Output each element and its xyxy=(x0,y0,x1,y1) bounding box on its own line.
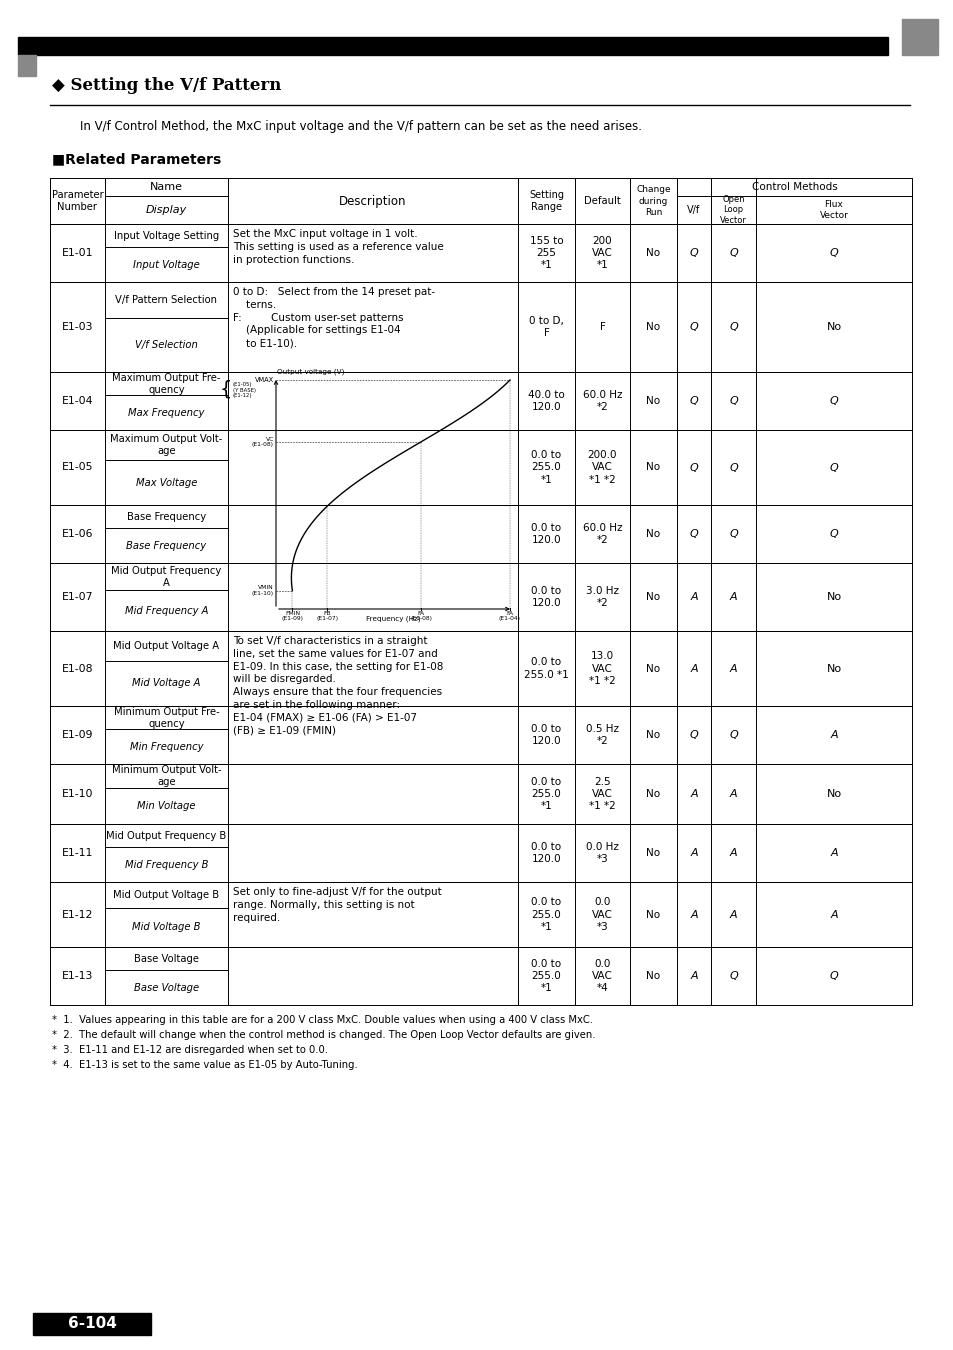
Text: E1-04: E1-04 xyxy=(62,396,93,406)
Text: *  1.  Values appearing in this table are for a 200 V class MxC. Double values w: * 1. Values appearing in this table are … xyxy=(52,1015,593,1025)
Text: Max Frequency: Max Frequency xyxy=(128,408,205,417)
Text: 40.0 to
120.0: 40.0 to 120.0 xyxy=(528,390,564,412)
Text: 0.0
VAC
*3: 0.0 VAC *3 xyxy=(592,898,612,931)
Text: Input Voltage Setting: Input Voltage Setting xyxy=(113,231,219,240)
Text: 0.0 to
255.0 *1: 0.0 to 255.0 *1 xyxy=(523,657,568,679)
Text: Mid Output Frequency B: Mid Output Frequency B xyxy=(107,830,227,841)
Text: E1-11: E1-11 xyxy=(62,848,93,859)
Text: A: A xyxy=(829,730,837,740)
Text: 0.0 Hz
*3: 0.0 Hz *3 xyxy=(585,842,618,864)
Text: VC
(E1-08): VC (E1-08) xyxy=(252,436,274,447)
Bar xyxy=(33,1314,151,1335)
Text: A: A xyxy=(729,663,737,674)
Text: No: No xyxy=(646,730,659,740)
Text: A: A xyxy=(729,848,737,859)
Text: Q: Q xyxy=(829,463,838,472)
Text: No: No xyxy=(825,323,841,332)
Text: E1-06: E1-06 xyxy=(62,529,93,539)
Text: *  3.  E1-11 and E1-12 are disregarded when set to 0.0.: * 3. E1-11 and E1-12 are disregarded whe… xyxy=(52,1045,328,1054)
Text: Q: Q xyxy=(689,529,698,539)
Bar xyxy=(50,563,911,630)
Text: No: No xyxy=(646,788,659,799)
Text: Display: Display xyxy=(146,205,187,215)
Text: Frequency (Hz): Frequency (Hz) xyxy=(365,616,420,622)
Text: A: A xyxy=(829,910,837,919)
Text: 6-104: 6-104 xyxy=(68,1316,116,1331)
Text: FB
(E1-07): FB (E1-07) xyxy=(316,612,338,621)
Text: E1-01: E1-01 xyxy=(62,248,93,258)
Text: Set only to fine-adjust V/f for the output
range. Normally, this setting is not
: Set only to fine-adjust V/f for the outp… xyxy=(233,887,441,922)
Text: Q: Q xyxy=(689,248,698,258)
Text: Mid Voltage A: Mid Voltage A xyxy=(132,679,200,688)
Text: A: A xyxy=(829,848,837,859)
Text: A: A xyxy=(689,593,697,602)
Text: Mid Voltage B: Mid Voltage B xyxy=(132,922,200,933)
Text: Q: Q xyxy=(689,730,698,740)
Text: E1-10: E1-10 xyxy=(62,788,93,799)
Text: 0.0 to
120.0: 0.0 to 120.0 xyxy=(531,724,561,747)
Text: No: No xyxy=(646,971,659,981)
Text: FA
(E1-04): FA (E1-04) xyxy=(498,612,520,621)
Text: Q: Q xyxy=(829,529,838,539)
Text: 0.0 to
255.0
*1: 0.0 to 255.0 *1 xyxy=(531,898,561,931)
Text: VMAX: VMAX xyxy=(254,377,274,383)
Text: A: A xyxy=(729,788,737,799)
Bar xyxy=(50,630,911,706)
Text: Mid Output Frequency
A: Mid Output Frequency A xyxy=(112,566,221,587)
Text: Q: Q xyxy=(689,396,698,406)
Text: Min Frequency: Min Frequency xyxy=(130,741,203,752)
Bar xyxy=(901,19,937,55)
Text: A: A xyxy=(689,848,697,859)
Text: Q: Q xyxy=(689,463,698,472)
Text: Flux
Vector: Flux Vector xyxy=(819,200,847,220)
Text: In V/f Control Method, the MxC input voltage and the V/f pattern can be set as t: In V/f Control Method, the MxC input vol… xyxy=(80,120,641,134)
Text: E1-03: E1-03 xyxy=(62,323,93,332)
Text: No: No xyxy=(825,593,841,602)
Text: A: A xyxy=(689,663,697,674)
Text: ■Related Parameters: ■Related Parameters xyxy=(52,153,221,166)
Text: No: No xyxy=(646,323,659,332)
Text: Base Frequency: Base Frequency xyxy=(127,512,206,521)
Text: Base Voltage: Base Voltage xyxy=(133,983,199,992)
Text: Q: Q xyxy=(829,248,838,258)
Text: No: No xyxy=(646,910,659,919)
Text: Base Frequency: Base Frequency xyxy=(127,540,207,551)
Text: Set the MxC input voltage in 1 volt.
This setting is used as a reference value
i: Set the MxC input voltage in 1 volt. Thi… xyxy=(233,230,443,265)
Text: Q: Q xyxy=(728,730,737,740)
Text: Q: Q xyxy=(728,396,737,406)
Bar xyxy=(50,505,911,563)
Text: No: No xyxy=(825,788,841,799)
Text: To set V/f characteristics in a straight
line, set the same values for E1-07 and: To set V/f characteristics in a straight… xyxy=(233,636,443,736)
Text: 60.0 Hz
*2: 60.0 Hz *2 xyxy=(582,390,621,412)
Text: E1-13: E1-13 xyxy=(62,971,93,981)
Text: Minimum Output Volt-
age: Minimum Output Volt- age xyxy=(112,765,221,787)
Text: Q: Q xyxy=(829,971,838,981)
Text: A: A xyxy=(729,910,737,919)
Text: Mid Output Voltage A: Mid Output Voltage A xyxy=(113,641,219,651)
Text: *  4.  E1-13 is set to the same value as E1-05 by Auto-Tuning.: * 4. E1-13 is set to the same value as E… xyxy=(52,1060,357,1071)
Text: A: A xyxy=(689,788,697,799)
Text: A: A xyxy=(729,593,737,602)
Text: Output voltage (V): Output voltage (V) xyxy=(276,369,344,375)
Text: Q: Q xyxy=(728,529,737,539)
Text: 3.0 Hz
*2: 3.0 Hz *2 xyxy=(585,586,618,609)
Text: Q: Q xyxy=(689,323,698,332)
Text: 0.5 Hz
*2: 0.5 Hz *2 xyxy=(585,724,618,747)
Text: (E1-05)
(Y BASE)
(E1-12): (E1-05) (Y BASE) (E1-12) xyxy=(233,382,255,398)
Bar xyxy=(50,882,911,946)
Text: Description: Description xyxy=(339,194,406,208)
Text: Change
during
Run: Change during Run xyxy=(636,185,670,216)
Text: Max Voltage: Max Voltage xyxy=(135,478,197,487)
Bar xyxy=(50,706,911,764)
Text: 200
VAC
*1: 200 VAC *1 xyxy=(592,236,612,270)
Text: A: A xyxy=(689,910,697,919)
Text: E1-08: E1-08 xyxy=(62,663,93,674)
Bar xyxy=(50,224,911,282)
Text: Open
Loop
Vector: Open Loop Vector xyxy=(720,196,746,225)
Text: Default: Default xyxy=(583,196,620,207)
Text: 200.0
VAC
*1 *2: 200.0 VAC *1 *2 xyxy=(587,450,617,485)
Text: V/f: V/f xyxy=(687,205,700,215)
Text: Q: Q xyxy=(829,396,838,406)
Text: ◆ Setting the V/f Pattern: ◆ Setting the V/f Pattern xyxy=(52,77,281,95)
Text: 2.5
VAC
*1 *2: 2.5 VAC *1 *2 xyxy=(589,776,616,811)
